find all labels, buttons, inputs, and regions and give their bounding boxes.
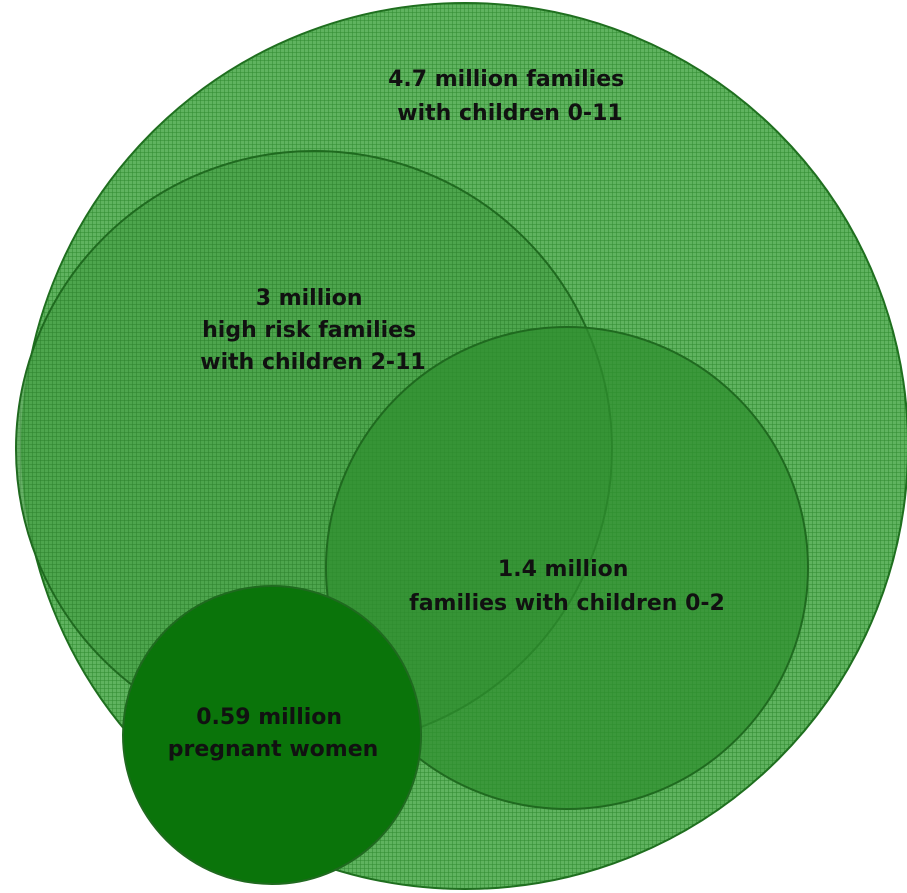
label-families-0-2: 1.4 million families with children 0-2 — [409, 557, 725, 616]
label-line: 0.59 million — [196, 705, 342, 730]
label-line: pregnant women — [168, 737, 379, 762]
families-0-2-circle-shape — [325, 326, 809, 810]
circle-pregnant-women — [122, 585, 422, 885]
label-line: 4.7 million families — [388, 67, 624, 92]
label-families-0-11: 4.7 million families with children 0-11 — [388, 67, 632, 126]
label-line: with children 0-11 — [397, 101, 622, 126]
label-line: 3 million — [256, 286, 363, 311]
label-high-risk-2-11: 3 million high risk families with childr… — [200, 286, 425, 375]
label-line: high risk families — [202, 318, 416, 343]
pregnant-women-circle-shape — [122, 585, 422, 885]
label-line: with children 2-11 — [200, 350, 425, 375]
label-line: families with children 0-2 — [409, 591, 725, 616]
label-line: 1.4 million — [498, 557, 629, 582]
label-pregnant-women: 0.59 million pregnant women — [168, 705, 379, 762]
circle-families-0-2 — [325, 326, 809, 810]
